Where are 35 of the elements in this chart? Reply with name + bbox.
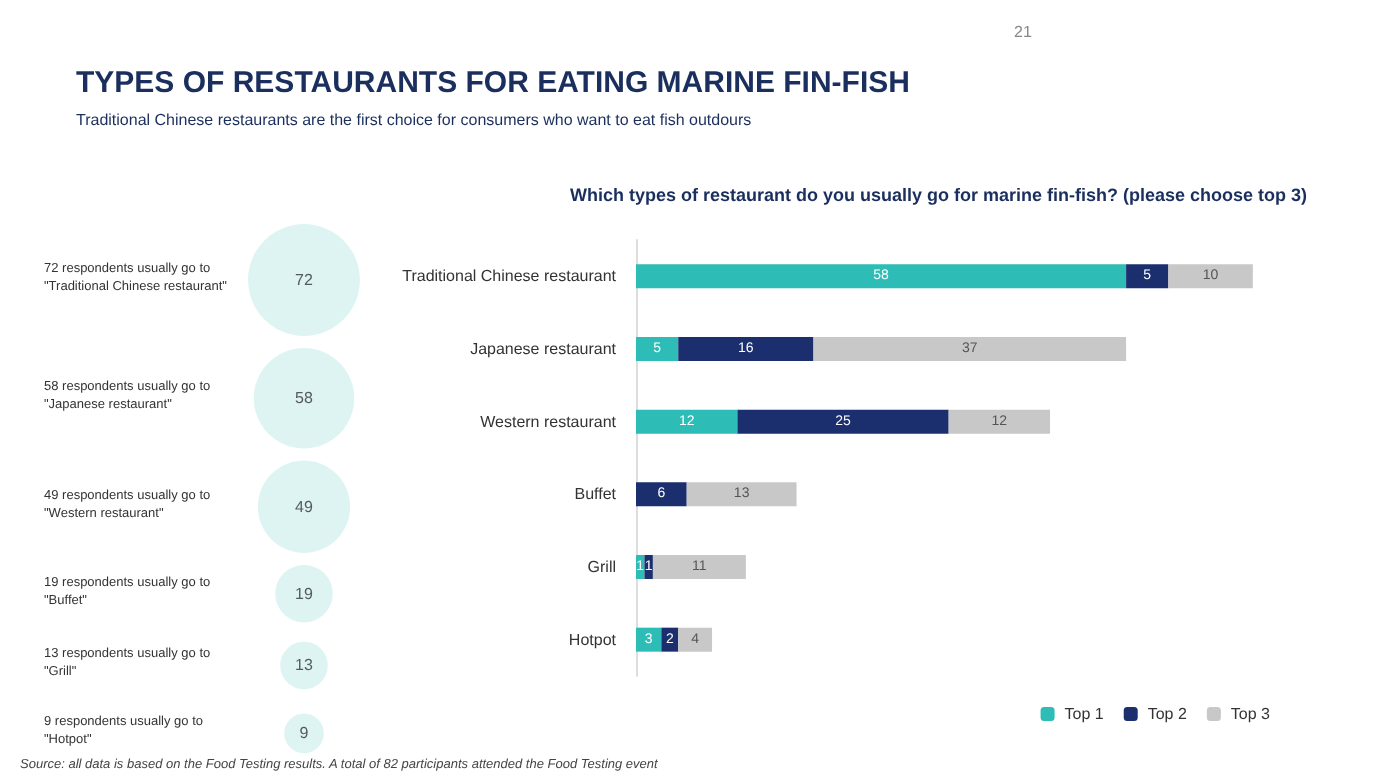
bar	[636, 627, 662, 652]
bar	[636, 409, 738, 434]
legend-label: Top 2	[1147, 705, 1188, 723]
bar	[636, 264, 1127, 289]
y-tick-label: Japanese restaurant	[470, 340, 618, 358]
bar	[1168, 264, 1253, 289]
data-label: 58	[295, 389, 314, 408]
bar	[644, 555, 653, 579]
legend-label: Top 1	[1064, 705, 1105, 723]
y-tick-label: Grill	[587, 558, 617, 576]
y-tick-label: Western restaurant	[480, 412, 618, 431]
data-label: 13	[295, 656, 314, 675]
bar	[636, 482, 687, 507]
y-tick-label: Traditional Chinese restaurant	[402, 267, 618, 286]
bar	[813, 337, 1127, 361]
data-label: 19	[295, 584, 314, 603]
bar	[686, 482, 797, 507]
chart-title: Which types of restaurant do you usually go for marine fin-fish? (please choose top 3)	[570, 185, 1308, 205]
bar	[737, 409, 949, 434]
bar	[678, 337, 814, 361]
bar	[661, 627, 679, 652]
text: 21	[1014, 23, 1033, 41]
text: TYPES OF RESTAURANTS FOR EATING MARINE FIN-FISH	[76, 66, 910, 100]
y-tick-label: Buffet	[574, 485, 618, 504]
legend-label: Top 3	[1230, 705, 1272, 723]
y-tick-label: Hotpot	[568, 630, 618, 649]
text: Traditional Chinese restaurants are the first choice for consumers who want to eat fish outdours	[76, 111, 752, 129]
bar	[678, 627, 713, 652]
bar	[636, 337, 679, 361]
data-label: 72	[295, 271, 314, 289]
data-label: 49	[295, 497, 314, 516]
data-label: 9	[299, 724, 310, 743]
bar	[948, 409, 1051, 434]
bar	[1126, 264, 1169, 289]
bar	[652, 555, 746, 579]
